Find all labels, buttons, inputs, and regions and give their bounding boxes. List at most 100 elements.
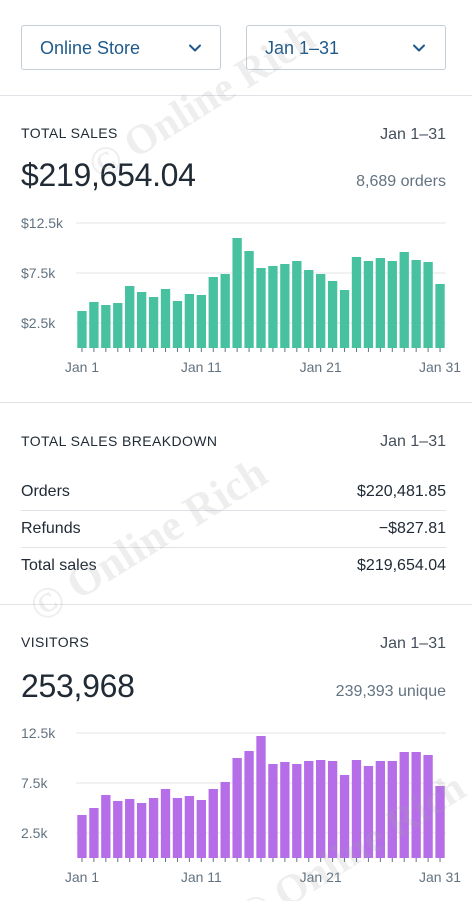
visitors-chart: 2.5k 7.5k 12.5k Jan 1 Jan 11 Jan 21 Jan 31 bbox=[21, 725, 461, 885]
bar[interactable] bbox=[232, 758, 242, 858]
bar[interactable] bbox=[435, 786, 445, 858]
y-tick-label: $2.5k bbox=[21, 315, 56, 331]
x-tick-label: Jan 1 bbox=[65, 869, 99, 885]
bar[interactable] bbox=[184, 294, 195, 348]
breakdown-value: −$827.81 bbox=[378, 520, 446, 537]
bar[interactable] bbox=[77, 311, 87, 348]
filter-bar: Online Store Jan 1–31 bbox=[0, 0, 472, 96]
bar[interactable] bbox=[423, 755, 433, 858]
breakdown-title: TOTAL SALES BREAKDOWN bbox=[21, 433, 218, 449]
bar[interactable] bbox=[375, 258, 386, 348]
bar[interactable] bbox=[172, 301, 183, 348]
visitors-range: Jan 1–31 bbox=[380, 635, 446, 652]
bar[interactable] bbox=[89, 808, 99, 858]
bar[interactable] bbox=[196, 295, 206, 348]
bar[interactable] bbox=[256, 268, 266, 348]
bar[interactable] bbox=[208, 789, 218, 858]
bar[interactable] bbox=[351, 257, 362, 348]
bar[interactable] bbox=[89, 302, 99, 348]
bar[interactable] bbox=[232, 238, 242, 348]
bar[interactable] bbox=[196, 800, 206, 858]
total-sales-chart: $2.5k $7.5k $12.5k Jan 1 Jan 11 Jan 21 Jan 31 bbox=[21, 215, 461, 375]
bar[interactable] bbox=[363, 766, 374, 858]
bar[interactable] bbox=[327, 761, 338, 858]
bar[interactable] bbox=[423, 262, 433, 348]
y-tick-label: 2.5k bbox=[21, 825, 48, 841]
x-tick-label: Jan 11 bbox=[181, 869, 222, 885]
bar[interactable] bbox=[280, 762, 290, 858]
x-tick-label: Jan 21 bbox=[300, 359, 342, 375]
total-sales-orders: 8,689 orders bbox=[356, 173, 446, 190]
bar[interactable] bbox=[113, 801, 123, 858]
date-range-select[interactable]: Jan 1–31 bbox=[246, 25, 446, 70]
bar[interactable] bbox=[125, 286, 135, 348]
x-tick-label: Jan 1 bbox=[65, 359, 99, 375]
bar[interactable] bbox=[148, 798, 159, 858]
bar[interactable] bbox=[101, 795, 111, 858]
bar[interactable] bbox=[375, 761, 386, 858]
bar[interactable] bbox=[148, 297, 159, 348]
bar[interactable] bbox=[136, 803, 147, 858]
total-sales-value: $219,654.04 bbox=[21, 157, 196, 193]
bar[interactable] bbox=[351, 760, 362, 858]
sales-breakdown-card: TOTAL SALES BREAKDOWN Jan 1–31 Orders $2… bbox=[0, 402, 472, 604]
bar[interactable] bbox=[220, 274, 230, 348]
bar[interactable] bbox=[387, 261, 397, 348]
bar[interactable] bbox=[172, 798, 183, 858]
visitors-value: 253,968 bbox=[21, 668, 135, 704]
y-tick-label: $7.5k bbox=[21, 265, 56, 281]
bar[interactable] bbox=[292, 261, 302, 348]
breakdown-row-total: Total sales $219,654.04 bbox=[21, 548, 446, 585]
breakdown-row-orders: Orders $220,481.85 bbox=[21, 474, 446, 511]
store-select[interactable]: Online Store bbox=[21, 25, 221, 70]
bar[interactable] bbox=[339, 290, 350, 348]
bar[interactable] bbox=[244, 751, 254, 858]
bar[interactable] bbox=[113, 303, 123, 348]
bar[interactable] bbox=[316, 760, 326, 858]
bar[interactable] bbox=[292, 764, 302, 858]
bar[interactable] bbox=[160, 789, 171, 858]
x-tick-label: Jan 31 bbox=[419, 359, 461, 375]
breakdown-value: $219,654.04 bbox=[357, 557, 446, 574]
bar[interactable] bbox=[435, 284, 445, 348]
bar[interactable] bbox=[327, 281, 338, 348]
bar[interactable] bbox=[363, 261, 374, 348]
bar[interactable] bbox=[304, 761, 314, 858]
bar[interactable] bbox=[387, 761, 397, 858]
x-tick-label: Jan 11 bbox=[181, 359, 222, 375]
bar[interactable] bbox=[411, 752, 421, 858]
bar[interactable] bbox=[160, 289, 171, 348]
bar[interactable] bbox=[399, 252, 409, 348]
bar[interactable] bbox=[125, 799, 135, 858]
total-sales-card: TOTAL SALES Jan 1–31 $219,654.04 8,689 o… bbox=[0, 96, 472, 402]
chevron-down-icon bbox=[413, 44, 425, 52]
visitors-card: VISITORS Jan 1–31 253,968 239,393 unique… bbox=[0, 604, 472, 901]
bar[interactable] bbox=[316, 274, 326, 348]
bar[interactable] bbox=[268, 764, 278, 858]
breakdown-value: $220,481.85 bbox=[357, 483, 446, 500]
bar[interactable] bbox=[411, 260, 421, 348]
bar[interactable] bbox=[399, 752, 409, 858]
bar[interactable] bbox=[268, 266, 278, 348]
breakdown-label: Total sales bbox=[21, 557, 97, 574]
bar[interactable] bbox=[220, 782, 230, 858]
store-select-label: Online Store bbox=[40, 38, 141, 58]
bar[interactable] bbox=[244, 251, 254, 348]
bar[interactable] bbox=[77, 815, 87, 858]
total-sales-range: Jan 1–31 bbox=[380, 126, 446, 143]
breakdown-range: Jan 1–31 bbox=[380, 433, 446, 450]
bar[interactable] bbox=[184, 796, 195, 858]
breakdown-label: Refunds bbox=[21, 520, 81, 537]
chevron-down-icon bbox=[189, 44, 201, 52]
breakdown-row-refunds: Refunds −$827.81 bbox=[21, 511, 446, 548]
bar[interactable] bbox=[101, 305, 111, 348]
visitors-unique: 239,393 unique bbox=[335, 683, 446, 700]
bar[interactable] bbox=[208, 277, 218, 348]
bar[interactable] bbox=[339, 775, 350, 858]
bar[interactable] bbox=[136, 292, 147, 348]
x-tick-label: Jan 31 bbox=[419, 869, 461, 885]
bar[interactable] bbox=[256, 736, 266, 858]
x-tick-label: Jan 21 bbox=[300, 869, 342, 885]
bar[interactable] bbox=[304, 270, 314, 348]
bar[interactable] bbox=[280, 264, 290, 348]
